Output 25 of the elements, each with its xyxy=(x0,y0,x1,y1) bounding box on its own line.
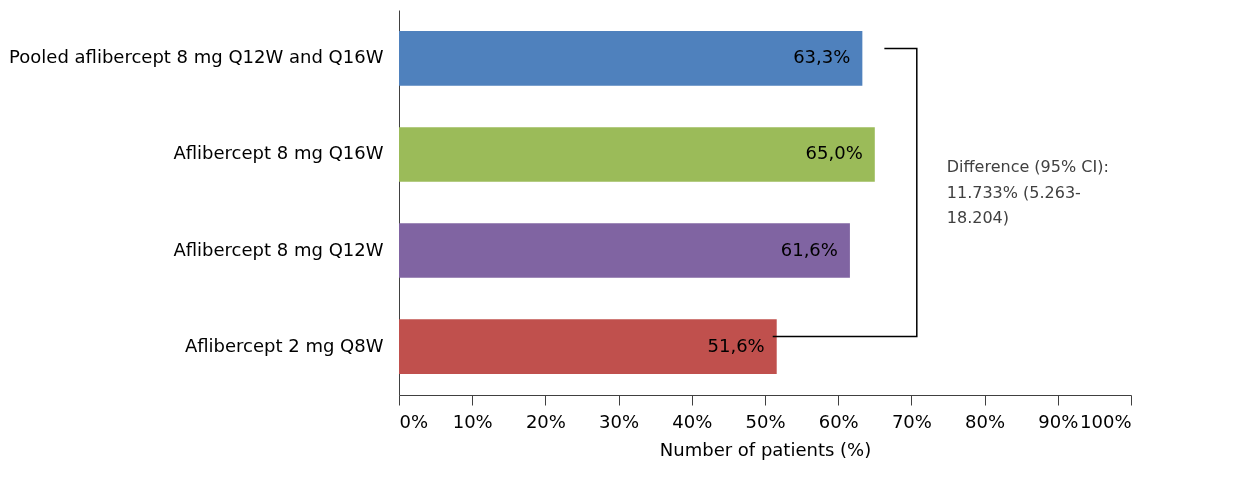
bar xyxy=(399,127,875,182)
x-tick-label: 80% xyxy=(965,410,1006,432)
x-tick-label: 10% xyxy=(452,410,493,432)
data-label: 51,6% xyxy=(707,334,765,356)
x-tick-label: 90% xyxy=(1038,410,1079,432)
annotation: Difference (95% CI): 11.733% (5.263-18.204) xyxy=(946,156,1110,230)
x-tick-label: 70% xyxy=(891,410,932,432)
x-axis-title: Number of patients (%) xyxy=(659,438,872,460)
data-label: 61,6% xyxy=(780,238,838,260)
y-tick-label: Pooled aflibercept 8 mg Q12W and Q16W xyxy=(9,46,384,68)
x-tick-label: 30% xyxy=(599,410,640,432)
x-tick-label: 20% xyxy=(525,410,566,432)
data-label: 65,0% xyxy=(805,142,863,164)
x-tick-label: 50% xyxy=(745,410,786,432)
bar xyxy=(399,319,777,374)
x-tick-label: 60% xyxy=(818,410,859,432)
y-tick-label: Aflibercept 2 mg Q8W xyxy=(184,334,384,356)
bar xyxy=(399,31,863,86)
bar xyxy=(399,223,850,278)
data-label: 63,3% xyxy=(793,46,851,68)
x-tick-label: 0% xyxy=(399,410,429,432)
x-tick-label: 100% xyxy=(1080,410,1132,432)
x-tick-label: 40% xyxy=(672,410,713,432)
y-tick-label: Aflibercept 8 mg Q12W xyxy=(173,238,384,260)
y-tick-label: Aflibercept 8 mg Q16W xyxy=(173,142,384,164)
